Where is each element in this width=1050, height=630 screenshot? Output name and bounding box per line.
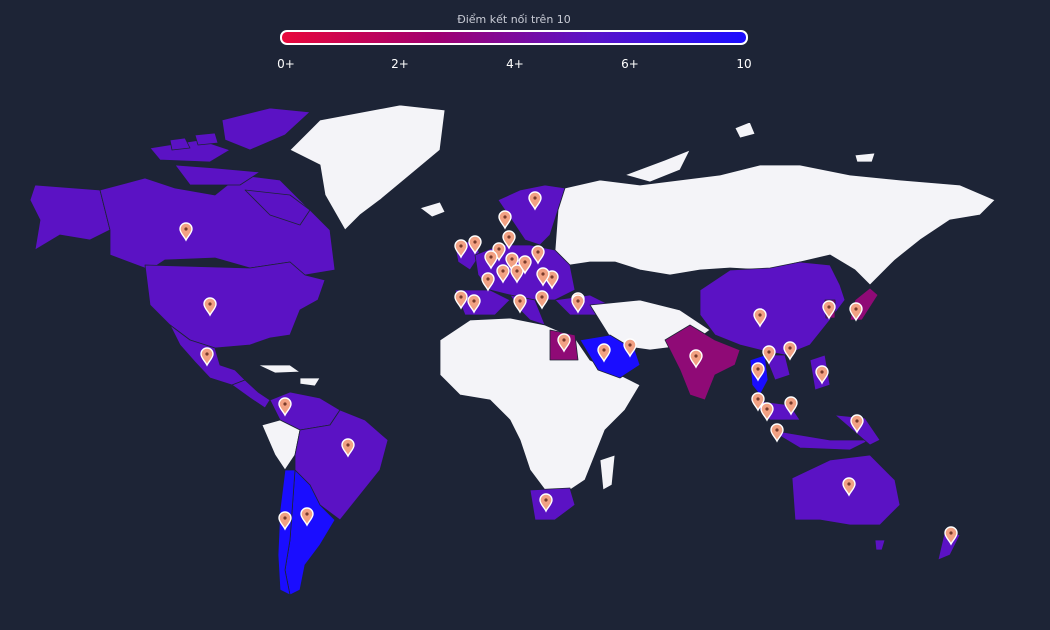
location-marker-finland[interactable] bbox=[502, 230, 516, 250]
region-alaska[interactable] bbox=[29, 184, 111, 251]
location-marker-mexico[interactable] bbox=[200, 347, 214, 367]
location-marker-france[interactable] bbox=[496, 264, 510, 284]
location-marker-philippines[interactable] bbox=[815, 365, 829, 385]
location-marker-vietnam[interactable] bbox=[783, 341, 797, 361]
region-canada[interactable] bbox=[99, 107, 336, 276]
location-marker-egypt[interactable] bbox=[557, 333, 571, 353]
location-marker-india[interactable] bbox=[689, 349, 703, 369]
region-united-states[interactable] bbox=[144, 261, 326, 349]
location-marker-uk[interactable] bbox=[468, 235, 482, 255]
location-marker-chile[interactable] bbox=[278, 511, 292, 531]
location-marker-japan[interactable] bbox=[849, 302, 863, 322]
location-marker-singapore[interactable] bbox=[760, 402, 774, 422]
marker-layer bbox=[179, 191, 958, 546]
location-marker-malaysia[interactable] bbox=[751, 392, 765, 412]
region-china[interactable] bbox=[699, 261, 846, 356]
location-marker-australia[interactable] bbox=[842, 477, 856, 497]
location-marker-netherlands[interactable] bbox=[484, 250, 498, 270]
legend-gradient-bar bbox=[280, 30, 748, 45]
legend-tick-6: 6+ bbox=[621, 57, 639, 71]
location-marker-new-zealand[interactable] bbox=[944, 526, 958, 546]
legend-title: Điểm kết nối trên 10 bbox=[457, 13, 571, 26]
location-marker-usa[interactable] bbox=[203, 297, 217, 317]
location-marker-south-africa[interactable] bbox=[539, 493, 553, 513]
location-marker-portugal[interactable] bbox=[454, 290, 468, 310]
location-marker-korea[interactable] bbox=[822, 300, 836, 320]
region-andes bbox=[261, 419, 301, 471]
location-marker-saudi-arabia[interactable] bbox=[597, 343, 611, 363]
region-caribbean bbox=[257, 364, 321, 387]
location-marker-italy[interactable] bbox=[513, 294, 527, 314]
location-marker-belgium[interactable] bbox=[481, 272, 495, 292]
region-russia bbox=[554, 121, 996, 286]
location-marker-switzerland[interactable] bbox=[510, 264, 524, 284]
legend-tick-2: 2+ bbox=[391, 57, 409, 71]
location-marker-colombia[interactable] bbox=[278, 397, 292, 417]
region-chile[interactable] bbox=[277, 469, 296, 596]
location-marker-greece[interactable] bbox=[535, 290, 549, 310]
location-marker-sweden[interactable] bbox=[528, 191, 542, 211]
region-australia[interactable] bbox=[791, 454, 901, 551]
location-marker-spain[interactable] bbox=[467, 294, 481, 314]
location-marker-austria[interactable] bbox=[518, 255, 532, 275]
location-marker-turkey[interactable] bbox=[571, 294, 585, 314]
location-marker-uae[interactable] bbox=[623, 338, 637, 358]
location-marker-hong-kong[interactable] bbox=[762, 345, 776, 365]
region-southeast-asia[interactable] bbox=[749, 354, 881, 451]
location-marker-indonesia[interactable] bbox=[770, 423, 784, 443]
location-marker-germany[interactable] bbox=[505, 252, 519, 272]
legend-tick-0: 0+ bbox=[277, 57, 295, 71]
region-greenland bbox=[289, 104, 446, 231]
location-marker-thailand[interactable] bbox=[751, 362, 765, 382]
location-marker-china[interactable] bbox=[753, 308, 767, 328]
location-marker-papua[interactable] bbox=[850, 414, 864, 434]
region-india[interactable] bbox=[664, 324, 741, 401]
location-marker-argentina[interactable] bbox=[300, 507, 314, 527]
location-marker-norway[interactable] bbox=[498, 210, 512, 230]
location-marker-ireland[interactable] bbox=[454, 239, 468, 259]
location-marker-canada[interactable] bbox=[179, 222, 193, 242]
location-marker-hungary[interactable] bbox=[536, 267, 550, 287]
region-south-africa[interactable] bbox=[529, 487, 576, 521]
region-africa bbox=[439, 299, 711, 491]
legend-tick-10: 10 bbox=[736, 57, 752, 71]
location-marker-indonesia-north[interactable] bbox=[784, 396, 798, 416]
location-marker-brazil[interactable] bbox=[341, 438, 355, 458]
location-marker-poland[interactable] bbox=[531, 245, 545, 265]
region-central-america[interactable] bbox=[231, 379, 271, 409]
legend-tick-4: 4+ bbox=[506, 57, 524, 71]
